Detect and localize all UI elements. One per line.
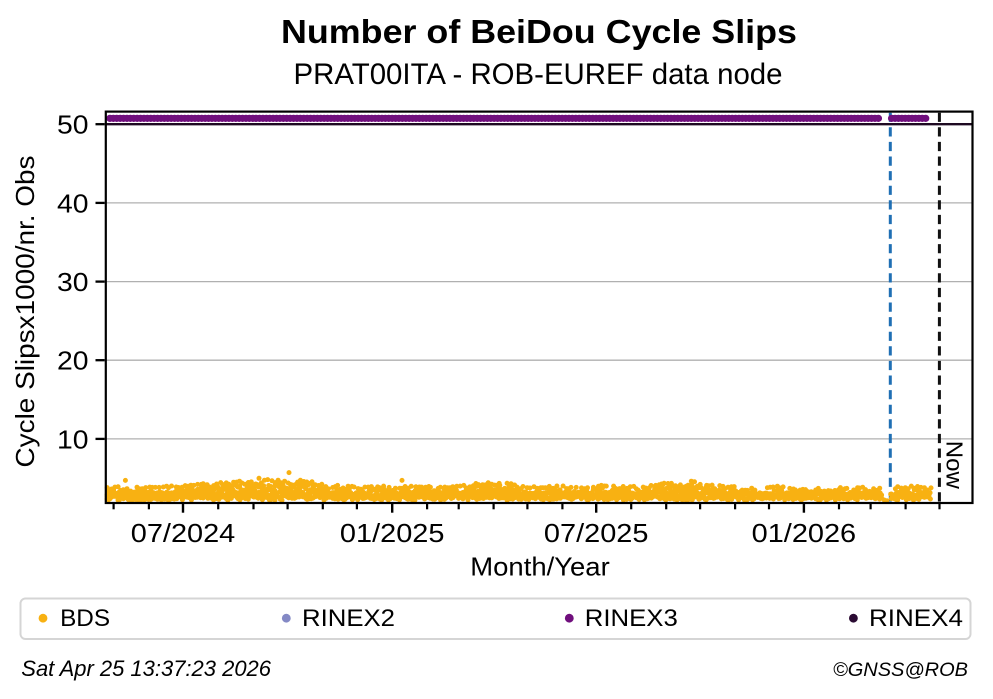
svg-text:20: 20: [57, 346, 89, 376]
svg-text:BDS: BDS: [60, 605, 110, 632]
svg-text:Month/Year: Month/Year: [470, 552, 610, 582]
svg-text:50: 50: [57, 110, 89, 140]
svg-text:07/2025: 07/2025: [544, 518, 649, 548]
svg-text:Now: Now: [941, 441, 967, 489]
svg-text:10: 10: [57, 424, 89, 454]
svg-text:40: 40: [57, 188, 89, 218]
svg-text:PRAT00ITA - ROB-EUREF data nod: PRAT00ITA - ROB-EUREF data node: [294, 58, 783, 91]
svg-text:Cycle Slipsx1000/nr. Obs: Cycle Slipsx1000/nr. Obs: [10, 156, 40, 468]
svg-text:RINEX4: RINEX4: [869, 605, 963, 632]
svg-text:Sat Apr 25 13:37:23 2026: Sat Apr 25 13:37:23 2026: [21, 656, 271, 681]
svg-text:01/2025: 01/2025: [340, 518, 445, 548]
svg-text:RINEX3: RINEX3: [585, 605, 678, 632]
svg-text:01/2026: 01/2026: [752, 518, 857, 548]
svg-text:©GNSS@ROB: ©GNSS@ROB: [833, 659, 968, 681]
svg-text:07/2024: 07/2024: [131, 518, 236, 548]
svg-text:30: 30: [57, 267, 89, 297]
svg-text:RINEX2: RINEX2: [302, 605, 395, 632]
svg-text:Number of BeiDou Cycle Slips: Number of BeiDou Cycle Slips: [281, 13, 797, 50]
